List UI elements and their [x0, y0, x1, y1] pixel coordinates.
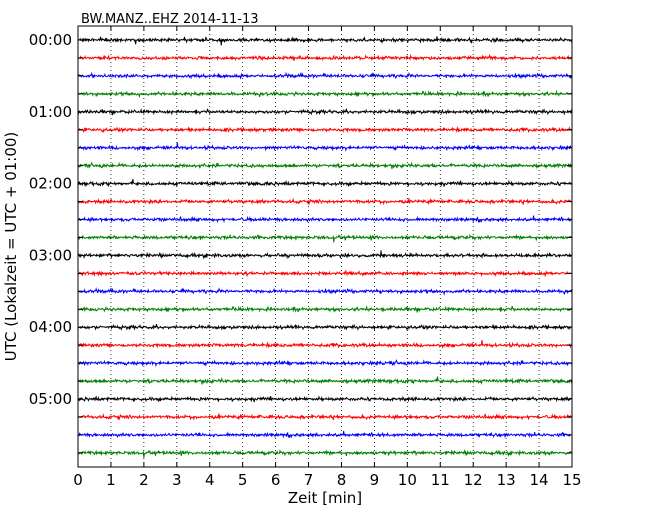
- trace-0030: [77, 71, 573, 80]
- trace-0530: [77, 430, 573, 439]
- trace-0345: [77, 305, 573, 313]
- trace-0000: [77, 36, 573, 46]
- trace-0515: [77, 413, 573, 421]
- x-tick-label: 12: [464, 471, 483, 489]
- x-axis: 0 1 2 3 4 5 6 7 8 9 10 11 12 13 14 15: [73, 26, 582, 489]
- x-tick-label: 6: [271, 471, 281, 489]
- trace-0545: [77, 448, 573, 458]
- x-tick-label: 3: [172, 471, 182, 489]
- y-tick-label: 05:00: [29, 390, 72, 408]
- x-tick-label: 9: [370, 471, 380, 489]
- trace-0245: [77, 233, 573, 243]
- trace-0015: [77, 53, 573, 62]
- y-axis-label: UTC (Lokalzeit = UTC + 01:00): [2, 132, 20, 362]
- trace-0315: [77, 269, 573, 278]
- x-tick-label: 15: [562, 471, 581, 489]
- trace-0500: [77, 395, 573, 403]
- trace-0415: [77, 339, 573, 349]
- x-tick-label: 4: [205, 471, 215, 489]
- x-tick-label: 7: [304, 471, 314, 489]
- x-tick-label: 2: [139, 471, 149, 489]
- x-tick-label: 14: [530, 471, 549, 489]
- x-tick-label: 8: [337, 471, 347, 489]
- x-tick-label: 1: [106, 471, 116, 489]
- trace-0430: [77, 358, 573, 368]
- trace-0045: [77, 89, 573, 99]
- x-tick-label: 0: [73, 471, 83, 489]
- grid-lines: [110, 26, 540, 467]
- y-tick-label: 02:00: [29, 175, 72, 193]
- trace-0230: [77, 215, 573, 224]
- x-tick-label: 11: [431, 471, 450, 489]
- trace-0100: [77, 108, 573, 116]
- y-axis: 00:00 01:00 02:00 03:00 04:00 05:00: [29, 31, 572, 454]
- trace-group: [77, 36, 573, 458]
- trace-0115: [77, 125, 573, 134]
- y-tick-label: 03:00: [29, 246, 72, 264]
- y-tick-label: 00:00: [29, 31, 72, 49]
- x-tick-label: 5: [238, 471, 248, 489]
- trace-0300: [77, 250, 573, 260]
- x-tick-label: 13: [497, 471, 516, 489]
- x-tick-label: 10: [398, 471, 417, 489]
- y-tick-label: 04:00: [29, 318, 72, 336]
- trace-0130: [77, 142, 573, 152]
- trace-0145: [77, 161, 573, 170]
- trace-0330: [77, 287, 573, 296]
- chart-title: BW.MANZ..EHZ 2014-11-13: [81, 12, 259, 27]
- trace-0445: [77, 376, 573, 386]
- plot-frame: [77, 25, 573, 468]
- trace-0400: [77, 323, 573, 331]
- trace-0200: [77, 178, 573, 188]
- x-axis-label: Zeit [min]: [288, 489, 362, 507]
- y-tick-label: 01:00: [29, 103, 72, 121]
- trace-0215: [77, 197, 573, 206]
